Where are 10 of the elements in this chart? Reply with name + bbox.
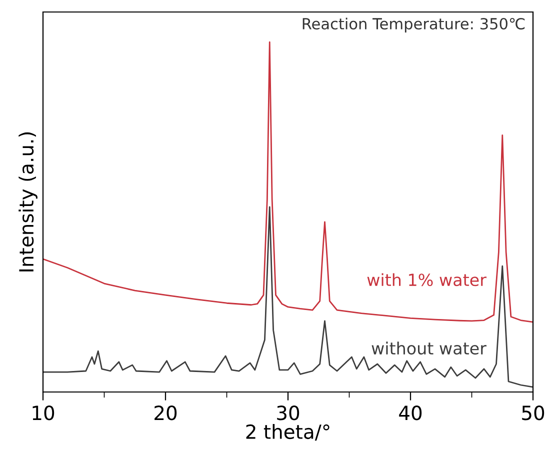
series-label: without water	[372, 342, 486, 355]
x-tick-label: 30	[277, 406, 300, 420]
x-tick-label: 40	[399, 406, 422, 420]
x-tick-label: 20	[154, 406, 177, 420]
x-tick-label: 10	[32, 406, 54, 420]
x-tick-label: 50	[522, 406, 544, 420]
y-axis-title: Intensity (a.u.)	[18, 132, 38, 272]
text: Reaction Temperature: 350℃	[302, 18, 525, 32]
series-label: with 1% water	[367, 273, 486, 286]
x-axis-title: 2 theta/°	[246, 424, 330, 441]
